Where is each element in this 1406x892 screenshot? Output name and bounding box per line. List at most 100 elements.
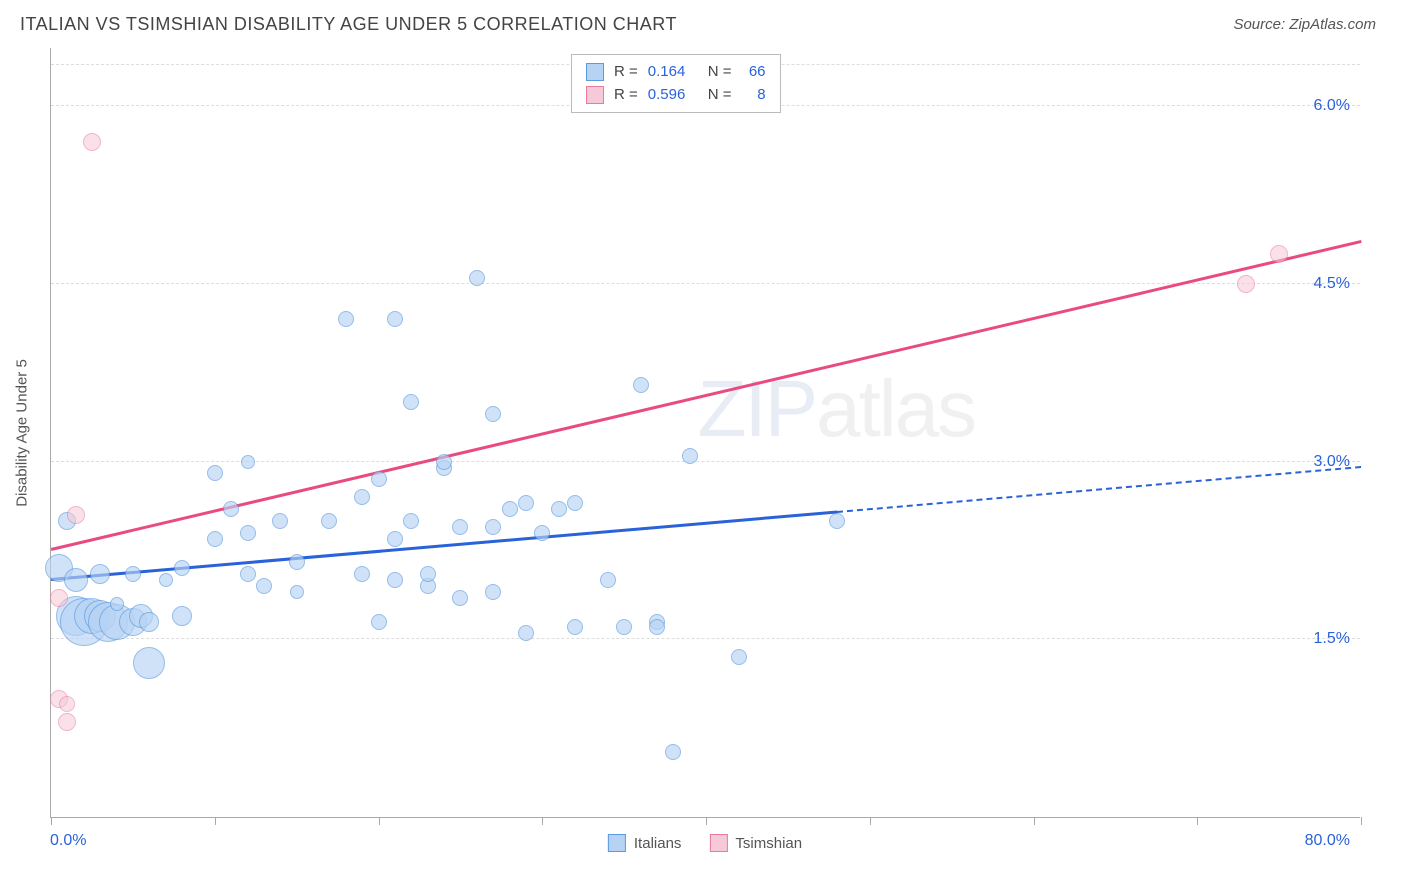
data-point-italians [829,513,845,529]
watermark: ZIPatlas [698,363,975,455]
data-point-italians [240,525,256,541]
data-point-italians [665,744,681,760]
series-legend: Italians Tsimshian [608,834,802,852]
legend-swatch [608,834,626,852]
data-point-italians [485,584,501,600]
data-point-italians [90,564,110,584]
data-point-italians [649,619,665,635]
legend-row: R = 0.596 N = 8 [586,84,766,107]
data-point-italians [518,495,534,511]
data-point-italians [207,531,223,547]
data-point-italians [354,566,370,582]
data-point-italians [567,619,583,635]
legend-r-value: 0.164 [648,61,698,84]
chart-area: Disability Age Under 5 ZIPatlas 1.5%3.0%… [50,48,1360,818]
data-point-italians [682,448,698,464]
legend-item: Italians [608,834,682,852]
trend-line-dashed-italians [837,466,1361,513]
data-point-italians [452,590,468,606]
legend-item: Tsimshian [709,834,802,852]
data-point-italians [485,519,501,535]
data-point-italians [502,501,518,517]
data-point-italians [240,566,256,582]
data-point-italians [387,311,403,327]
legend-series-name: Tsimshian [735,835,802,852]
scatter-plot: ZIPatlas 1.5%3.0%4.5%6.0%R =0.164N =66R … [50,48,1360,818]
data-point-italians [338,311,354,327]
legend-swatch [709,834,727,852]
legend-r-key: R = [614,61,638,84]
data-point-italians [125,566,141,582]
data-point-italians [133,647,165,679]
data-point-italians [354,489,370,505]
chart-header: ITALIAN VS TSIMSHIAN DISABILITY AGE UNDE… [0,0,1406,45]
x-tick [1034,817,1035,825]
x-axis-min-label: 0.0% [50,832,86,850]
legend-row: R = 0.164 N = 66 [586,61,766,84]
data-point-italians [633,377,649,393]
data-point-italians [174,560,190,576]
data-point-italians [616,619,632,635]
data-point-italians [64,568,88,592]
correlation-legend: R = 0.164 N = 66 R = 0.596 N = 8 [571,54,781,113]
data-point-tsimshian [1270,245,1288,263]
x-tick [215,817,216,825]
data-point-italians [371,471,387,487]
legend-series-name: Italians [634,835,682,852]
legend-swatch [586,63,604,81]
data-point-italians [731,649,747,665]
data-point-italians [110,597,124,611]
gridline [51,283,1360,284]
data-point-italians [469,270,485,286]
data-point-italians [436,454,452,470]
data-point-italians [551,501,567,517]
data-point-italians [289,554,305,570]
data-point-italians [223,501,239,517]
data-point-tsimshian [50,589,68,607]
legend-n-value: 66 [742,61,766,84]
data-point-italians [452,519,468,535]
data-point-italians [172,606,192,626]
legend-n-key: N = [708,84,732,107]
data-point-italians [403,394,419,410]
data-point-italians [371,614,387,630]
x-tick [51,817,52,825]
x-axis-max-label: 80.0% [1305,832,1350,850]
y-tick-label: 4.5% [1314,275,1350,293]
gridline [51,638,1360,639]
x-tick [1197,817,1198,825]
x-tick [379,817,380,825]
legend-n-key: N = [708,61,732,84]
x-tick [706,817,707,825]
data-point-italians [139,612,159,632]
data-point-italians [387,572,403,588]
data-point-italians [420,566,436,582]
data-point-italians [256,578,272,594]
data-point-italians [518,625,534,641]
data-point-tsimshian [58,713,76,731]
data-point-italians [290,585,304,599]
data-point-italians [207,465,223,481]
x-tick [1361,817,1362,825]
data-point-italians [387,531,403,547]
x-tick [870,817,871,825]
data-point-italians [321,513,337,529]
data-point-tsimshian [59,696,75,712]
trend-line-tsimshian [51,240,1362,550]
data-point-tsimshian [83,133,101,151]
data-point-italians [272,513,288,529]
legend-r-key: R = [614,84,638,107]
chart-source: Source: ZipAtlas.com [1233,16,1376,33]
data-point-italians [534,525,550,541]
data-point-italians [241,455,255,469]
legend-r-value: 0.596 [648,84,698,107]
data-point-tsimshian [67,506,85,524]
legend-n-value: 8 [742,84,766,107]
chart-title: ITALIAN VS TSIMSHIAN DISABILITY AGE UNDE… [20,14,677,35]
data-point-italians [600,572,616,588]
y-tick-label: 6.0% [1314,97,1350,115]
x-tick [542,817,543,825]
data-point-italians [567,495,583,511]
data-point-italians [403,513,419,529]
legend-swatch [586,86,604,104]
